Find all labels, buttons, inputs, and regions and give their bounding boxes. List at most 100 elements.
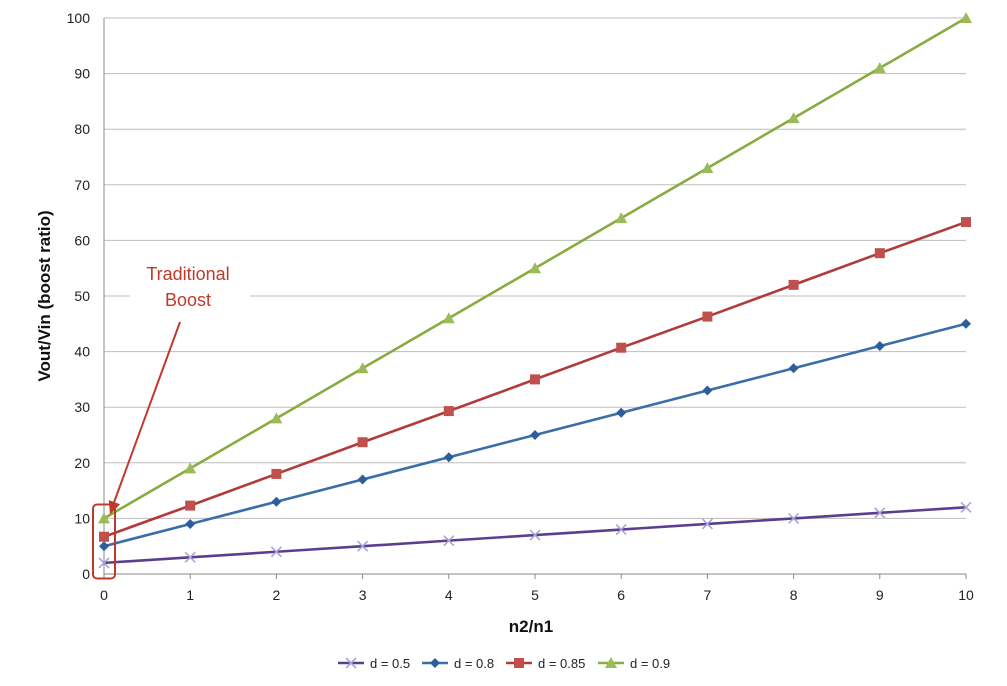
point-marker — [701, 162, 714, 174]
legend: d = 0.5 d = 0.8 d = 0.85 d = 0.9 — [338, 656, 670, 671]
point-marker-stroke — [357, 540, 369, 552]
point-marker — [960, 12, 972, 23]
point-marker — [530, 430, 540, 440]
point-marker — [430, 658, 440, 668]
point-marker — [701, 518, 713, 530]
x-tick-label: 1 — [186, 587, 194, 603]
point-marker — [184, 462, 197, 474]
legend-item: d = 0.8 — [422, 656, 494, 671]
y-tick-label: 60 — [74, 232, 90, 248]
point-marker — [873, 62, 886, 74]
point-marker — [270, 412, 283, 424]
series-d-0-5 — [98, 501, 972, 569]
point-marker — [529, 529, 541, 541]
point-marker — [357, 540, 369, 552]
annotation-group: Traditional Boost — [92, 256, 250, 580]
point-marker — [98, 557, 110, 569]
point-marker-stroke — [874, 507, 886, 519]
point-marker — [702, 311, 713, 322]
point-marker — [270, 546, 282, 558]
point-marker — [514, 658, 524, 668]
series-d-0-8 — [99, 318, 971, 552]
y-tick-label: 40 — [74, 344, 90, 360]
legend-item: d = 0.5 — [338, 656, 410, 671]
point-marker — [874, 507, 886, 519]
x-tick-label: 8 — [790, 587, 798, 603]
point-marker — [185, 500, 196, 511]
point-marker — [271, 496, 282, 507]
legend-label: d = 0.8 — [454, 656, 494, 671]
legend-label: d = 0.9 — [630, 656, 670, 671]
x-tick-label: 10 — [958, 587, 974, 603]
annotation-arrow — [113, 321, 181, 503]
x-tick-label: 6 — [617, 587, 625, 603]
point-marker — [961, 318, 971, 329]
y-tick-label: 100 — [67, 10, 91, 26]
point-marker — [357, 437, 368, 448]
point-marker — [345, 657, 357, 669]
point-marker — [356, 362, 369, 374]
point-marker-stroke — [270, 546, 282, 558]
point-marker-stroke — [615, 523, 627, 536]
point-marker — [98, 512, 110, 524]
y-tick-label: 70 — [74, 177, 90, 193]
point-marker — [788, 363, 799, 374]
point-marker-stroke — [184, 551, 196, 563]
point-marker-stroke — [345, 657, 357, 669]
annotation-label: Boost — [165, 290, 211, 310]
point-marker — [442, 312, 455, 324]
point-marker — [961, 217, 971, 228]
x-tick-label: 3 — [359, 587, 367, 603]
point-marker — [443, 406, 454, 417]
y-axis: 0 10 20 30 40 50 60 70 80 90 100 — [67, 10, 105, 582]
x-tick-label: 2 — [273, 587, 281, 603]
x-tick-label: 9 — [876, 587, 884, 603]
y-tick-label: 10 — [74, 510, 90, 526]
point-marker — [874, 248, 885, 259]
point-marker — [443, 452, 454, 463]
point-marker — [788, 512, 800, 524]
point-marker — [788, 279, 799, 290]
point-marker — [874, 341, 885, 352]
point-marker — [616, 342, 627, 353]
point-marker-stroke — [788, 512, 800, 524]
point-marker — [960, 501, 972, 513]
point-marker — [443, 535, 455, 547]
point-marker — [615, 523, 627, 536]
point-marker-stroke — [98, 557, 110, 569]
point-marker — [605, 657, 617, 668]
legend-item: d = 0.9 — [598, 656, 670, 671]
x-tick-label: 7 — [704, 587, 712, 603]
point-marker — [99, 541, 109, 552]
annotation-arrowhead — [108, 500, 121, 515]
point-marker — [529, 262, 541, 274]
annotation-background — [130, 256, 250, 314]
point-marker-stroke — [529, 529, 541, 541]
point-marker — [616, 407, 627, 418]
point-marker-stroke — [701, 518, 713, 530]
point-marker — [99, 531, 109, 542]
highlight-box — [92, 503, 116, 580]
point-marker — [787, 112, 800, 124]
x-tick-label: 0 — [100, 587, 108, 603]
x-axis-title: n2/n1 — [509, 617, 553, 636]
annotation-label: Traditional — [146, 264, 229, 284]
series-d-0-85 — [99, 217, 971, 542]
y-tick-label: 0 — [82, 566, 90, 582]
y-tick-label: 30 — [74, 399, 90, 415]
point-marker — [530, 374, 540, 385]
x-tick-label: 4 — [445, 587, 453, 603]
point-marker — [615, 212, 628, 224]
point-marker — [271, 468, 282, 479]
series-group — [98, 12, 972, 569]
point-marker — [357, 474, 368, 485]
y-axis-title: Vout/Vin (boost ratio) — [35, 210, 54, 381]
series-d-0-9 — [98, 12, 972, 524]
y-tick-label: 80 — [74, 121, 90, 137]
legend-item: d = 0.85 — [506, 656, 585, 671]
legend-label: d = 0.5 — [370, 656, 410, 671]
point-marker-stroke — [960, 501, 972, 513]
y-tick-label: 20 — [74, 455, 90, 471]
legend-label: d = 0.85 — [538, 656, 585, 671]
